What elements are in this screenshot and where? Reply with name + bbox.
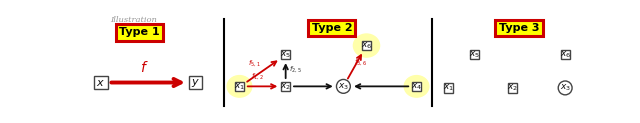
Text: $x_1$: $x_1$ xyxy=(234,81,245,92)
Text: $x$: $x$ xyxy=(97,77,106,88)
Text: $x_2$: $x_2$ xyxy=(280,81,291,92)
Text: $f_{1,2}$: $f_{1,2}$ xyxy=(251,71,264,81)
Ellipse shape xyxy=(353,34,380,57)
Text: $x_3$: $x_3$ xyxy=(338,81,349,92)
FancyBboxPatch shape xyxy=(412,82,421,91)
Text: $x_5$: $x_5$ xyxy=(280,50,291,60)
Text: $x_2$: $x_2$ xyxy=(508,83,518,93)
FancyBboxPatch shape xyxy=(362,41,371,50)
Text: $x_5$: $x_5$ xyxy=(468,50,480,60)
FancyBboxPatch shape xyxy=(470,50,479,59)
Ellipse shape xyxy=(227,76,252,97)
Ellipse shape xyxy=(404,76,429,97)
FancyBboxPatch shape xyxy=(94,76,108,89)
FancyBboxPatch shape xyxy=(508,83,517,92)
Text: Illustration: Illustration xyxy=(111,16,157,24)
FancyBboxPatch shape xyxy=(281,50,291,59)
Text: Type 2: Type 2 xyxy=(312,23,352,33)
Text: $f$: $f$ xyxy=(140,60,149,75)
Text: $y$: $y$ xyxy=(191,77,200,89)
Circle shape xyxy=(558,81,572,95)
FancyBboxPatch shape xyxy=(561,50,570,59)
Text: $x_6$: $x_6$ xyxy=(361,40,372,51)
Text: $x_1$: $x_1$ xyxy=(443,83,454,93)
Text: Type 3: Type 3 xyxy=(499,23,540,33)
FancyBboxPatch shape xyxy=(235,82,244,91)
FancyBboxPatch shape xyxy=(189,76,202,89)
Circle shape xyxy=(337,79,350,93)
FancyBboxPatch shape xyxy=(444,83,452,92)
Text: Type 1: Type 1 xyxy=(119,27,159,38)
Text: $f_{3,6}$: $f_{3,6}$ xyxy=(354,58,367,68)
FancyBboxPatch shape xyxy=(281,82,291,91)
Text: $x_6$: $x_6$ xyxy=(559,50,571,60)
Text: $x_3$: $x_3$ xyxy=(559,83,571,93)
Text: $f_{5,1}$: $f_{5,1}$ xyxy=(248,58,260,68)
Text: $x_4$: $x_4$ xyxy=(411,81,422,92)
Text: $f_{2,5}$: $f_{2,5}$ xyxy=(289,64,302,74)
